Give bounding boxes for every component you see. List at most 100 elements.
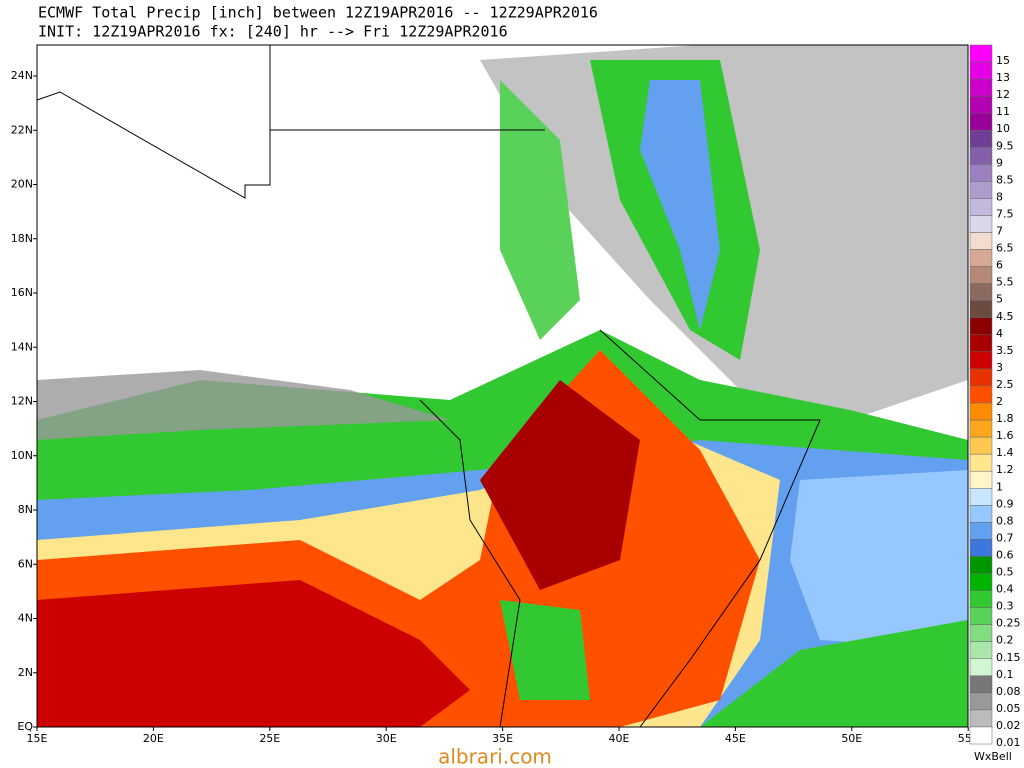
colorbar-label: 12 [996,88,1010,101]
colorbar-swatch [969,300,993,319]
colorbar-swatch [969,692,993,711]
colorbar-swatch [969,198,993,216]
colorbar-label: 1.4 [996,446,1014,459]
colorbar-swatch [969,402,993,421]
colorbar-label: 3.5 [996,344,1014,357]
colorbar-label: 0.6 [996,548,1014,561]
lat-label: 2N [18,666,33,679]
colorbar-swatch [969,112,993,131]
lat-label: 22N [11,123,33,136]
colorbar-swatch [969,232,993,250]
colorbar-swatch [969,539,993,557]
colorbar-swatch [969,164,993,182]
colorbar-swatch [969,470,993,489]
colorbar-label: 0.02 [996,719,1021,732]
colorbar-label: 13 [996,71,1010,84]
lat-label: 10N [11,449,33,462]
colorbar-label: 4.5 [996,310,1014,323]
colorbar-swatch [969,505,993,523]
colorbar-swatch [969,709,993,728]
colorbar-swatch [969,129,993,148]
colorbar-label: 2.5 [996,378,1014,391]
colorbar-label: 15 [996,54,1010,67]
colorbar-swatch [969,556,993,574]
colorbar-label: 0.7 [996,531,1014,544]
colorbar-label: 0.1 [996,668,1014,681]
lat-label: 16N [11,286,33,299]
colorbar-label: 9.5 [996,139,1014,152]
colorbar-swatch [969,641,993,660]
colorbar-label: 1 [996,480,1003,493]
site-watermark: albrari.com [438,745,552,768]
colorbar-swatch [969,44,993,63]
lat-label: 4N [18,612,33,625]
colorbar-label: 4 [996,327,1003,340]
colorbar-swatch [969,453,993,472]
colorbar-label: 6.5 [996,242,1014,255]
colorbar-swatch [969,181,993,199]
colorbar-label: 0.4 [996,583,1014,596]
colorbar-swatch [969,590,993,608]
colorbar-label: 10 [996,122,1010,135]
colorbar-label: 2 [996,395,1003,408]
colorbar-label: 0.25 [996,617,1021,630]
colorbar-label: 1.2 [996,463,1014,476]
colorbar-swatch [969,317,993,336]
colorbar-label: 0.01 [996,736,1021,749]
lat-label: 6N [18,557,33,570]
colorbar-swatch [969,419,993,438]
colorbar-label: 0.9 [996,497,1014,510]
colorbar-label: 7.5 [996,207,1014,220]
colorbar-label: 9 [996,156,1003,169]
colorbar-label: 0.08 [996,685,1021,698]
colorbar-swatch [969,266,993,284]
colorbar-swatch [969,675,993,694]
colorbar-label: 0.8 [996,514,1014,527]
colorbar-label: 1.6 [996,429,1014,442]
colorbar-swatch [969,78,993,97]
colorbar-swatch [969,249,993,267]
lon-label: 20E [143,732,164,745]
subtitle: INIT: 12Z19APR2016 fx: [240] hr --> Fri … [38,23,508,41]
colorbar-label: 8 [996,190,1003,203]
lat-label: 20N [11,178,33,191]
colorbar-label: 11 [996,105,1010,118]
colorbar-label: 0.5 [996,566,1014,579]
colorbar-label: 0.2 [996,634,1014,647]
colorbar-swatch [969,385,993,404]
colorbar-swatch [969,351,993,370]
lon-label: 35E [492,732,513,745]
title: ECMWF Total Precip [inch] between 12Z19A… [38,4,598,22]
lon-axis: 15E 20E 25E 30E 35E 40E 45E 50E 55E [27,727,979,745]
colorbar-swatch [969,488,993,506]
lat-label: 12N [11,395,33,408]
colorbar-label: 5.5 [996,276,1014,289]
lon-label: 40E [609,732,630,745]
colorbar-swatch [969,436,993,455]
colorbar-swatch [969,334,993,353]
colorbar-label: 6 [996,259,1003,272]
colorbar-label: 8.5 [996,173,1014,186]
lon-label: 25E [259,732,280,745]
colorbar-label: 0.3 [996,600,1014,613]
colorbar-swatch [969,522,993,540]
colorbar-swatch [969,573,993,591]
colorbar-label: 0.15 [996,651,1021,664]
lat-label: 8N [18,503,33,516]
lat-axis: EQ 2N 4N 6N 8N 10N 12N 14N 16N 18N 20N 22N 24N [11,69,37,733]
lat-label: EQ [17,720,33,733]
colorbar-label: 5 [996,293,1003,306]
colorbar-swatch [969,368,993,387]
colorbar-swatch [969,607,993,625]
colorbar-label: 0.05 [996,702,1021,715]
lon-label: 15E [27,732,48,745]
colorbar-swatch [969,147,993,165]
brand: WxBell [974,750,1012,763]
precip-field [37,45,968,727]
colorbar-swatch [969,658,993,677]
colorbar-swatch [969,624,993,642]
colorbar-swatch [969,726,993,745]
colorbar: 15131211109.598.587.576.565.554.543.532.… [969,44,1021,749]
colorbar-label: 1.8 [996,412,1014,425]
